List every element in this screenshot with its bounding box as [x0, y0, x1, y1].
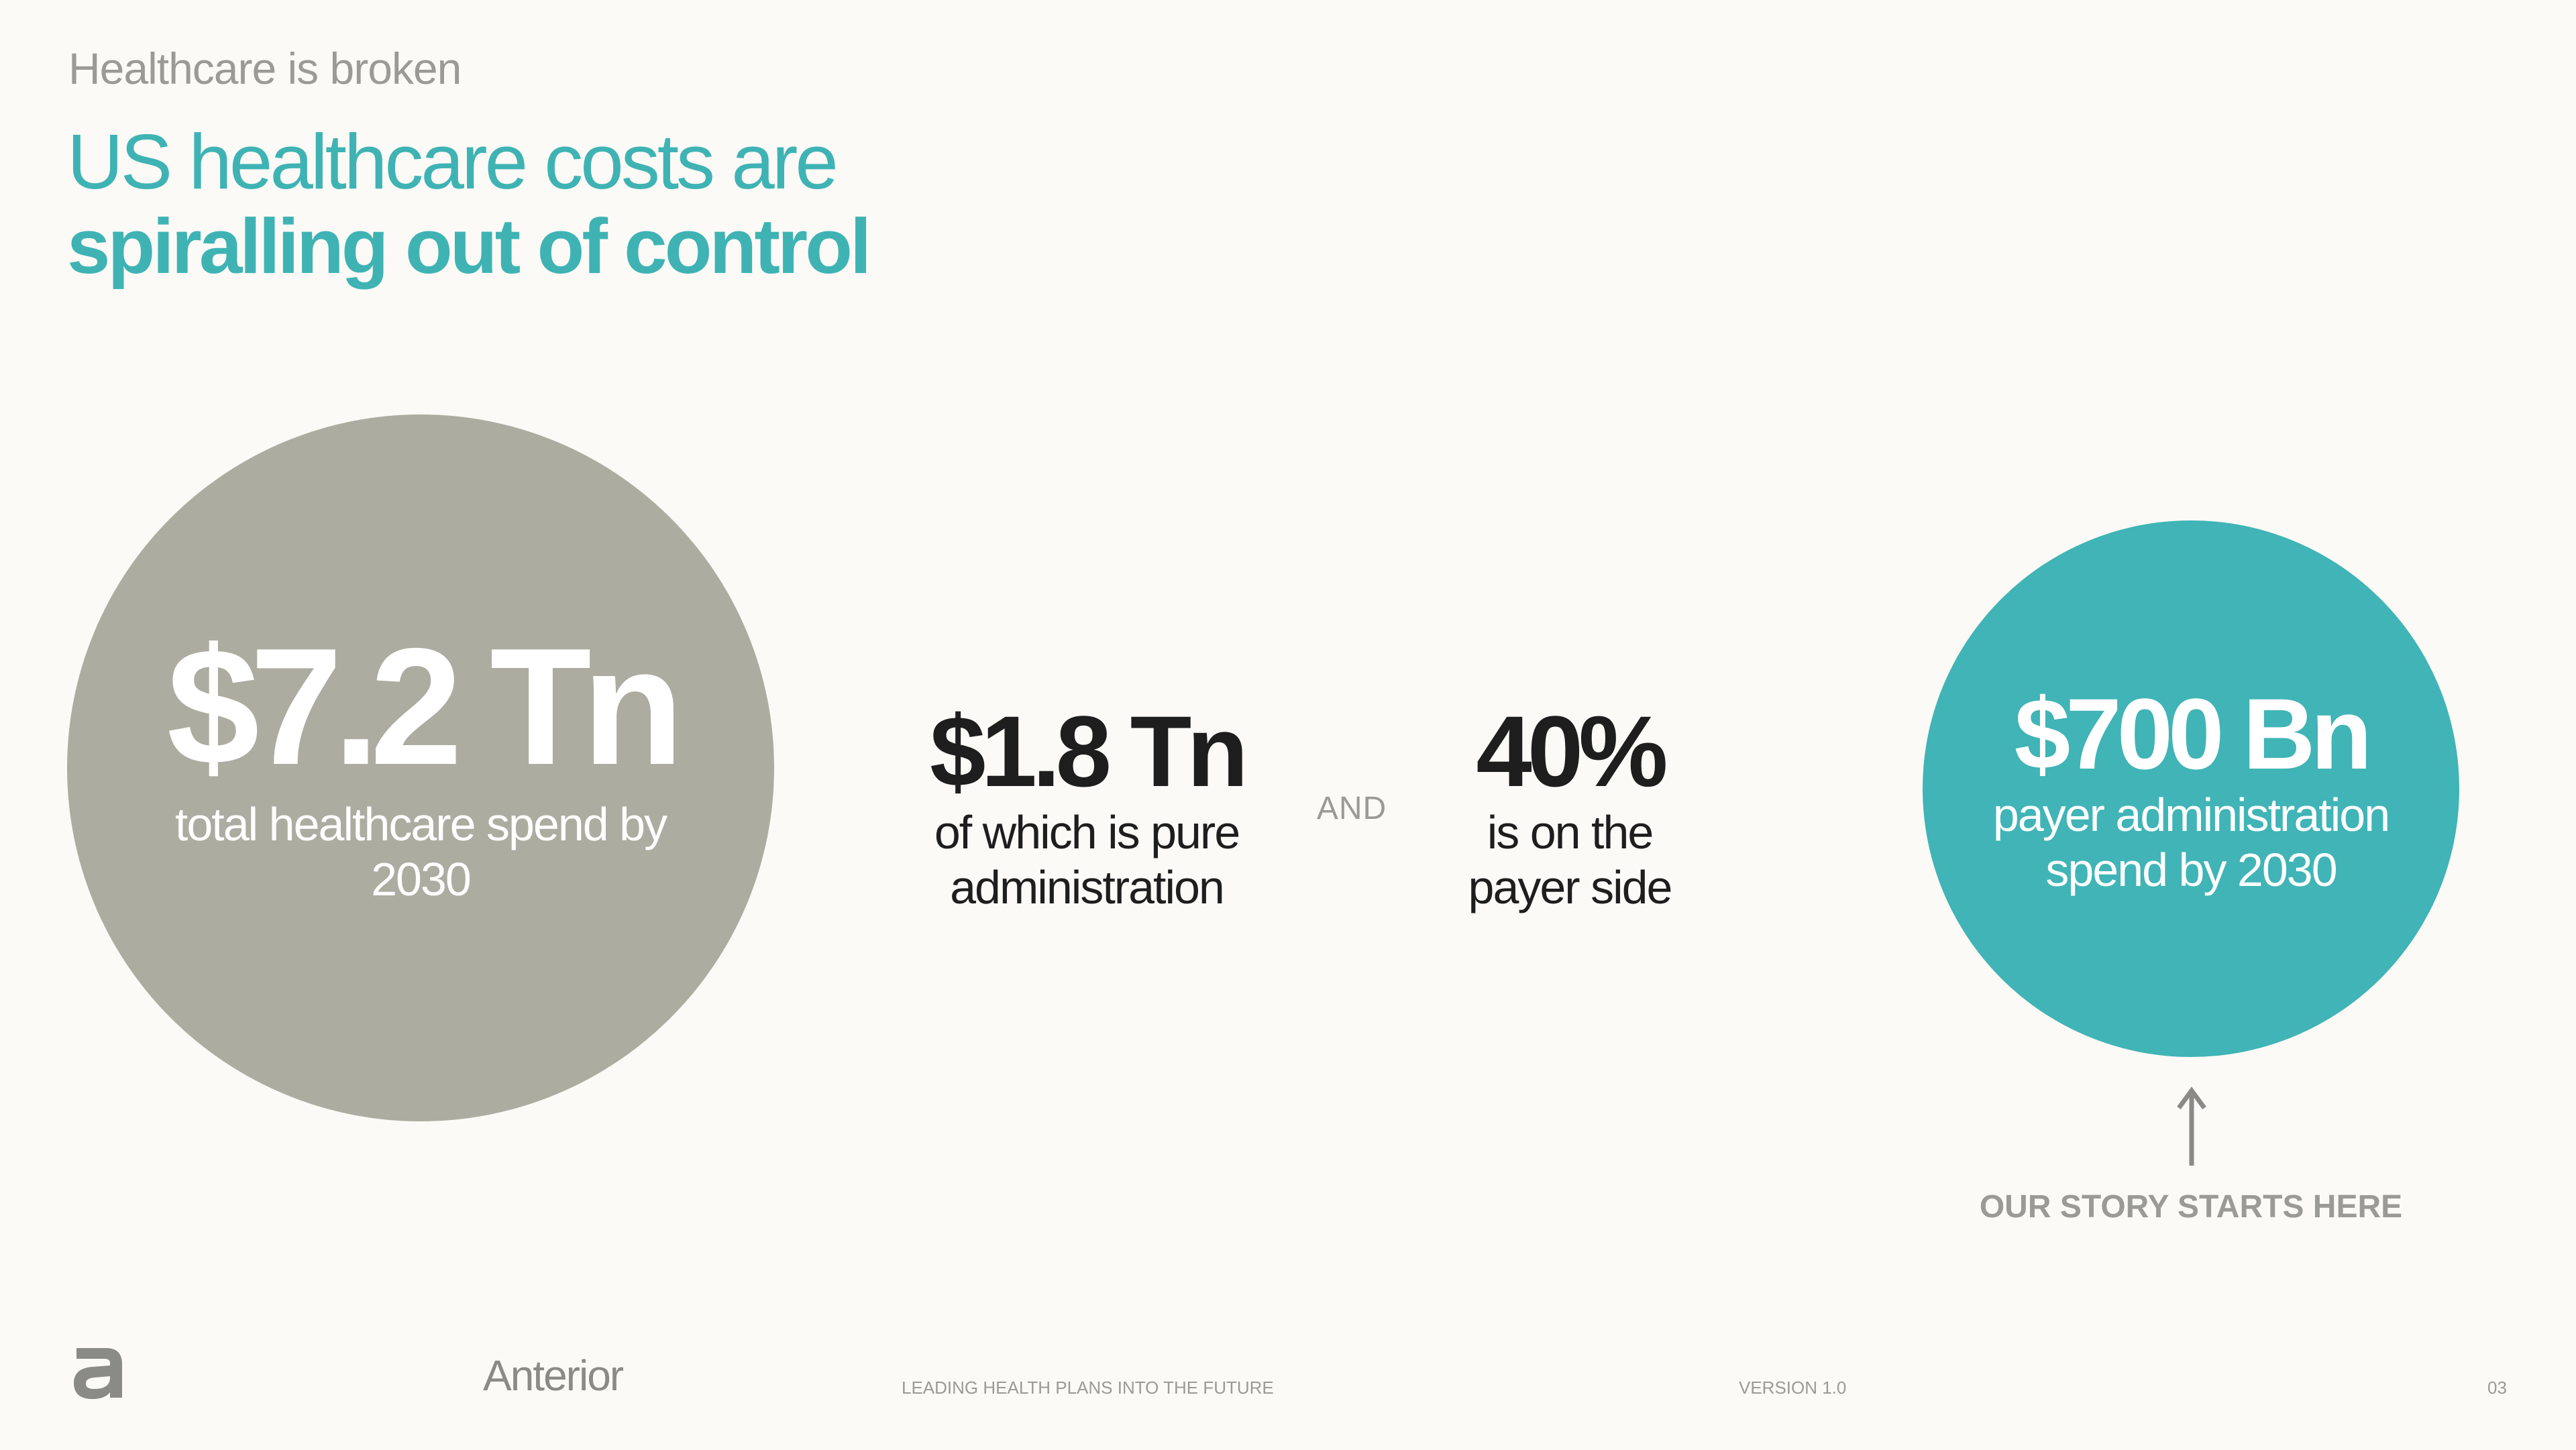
headline-line-1: US healthcare costs are	[67, 118, 839, 205]
admin-spend-stat: $1.8 Tn of which is pure administration	[906, 698, 1268, 915]
slide-headline: US healthcare costs are spiralling out o…	[67, 118, 871, 290]
admin-spend-label: of which is pure administration	[934, 806, 1240, 913]
total-spend-circle: $7.2 Tn total healthcare spend by 2030	[67, 414, 774, 1121]
payer-share-label: is on the payer side	[1468, 806, 1673, 913]
page-number: 03	[2487, 1378, 2507, 1398]
payer-admin-circle: $700 Bn payer administration spend by 20…	[1923, 520, 2459, 1057]
footer-version: VERSION 1.0	[1739, 1378, 1847, 1398]
anterior-logo-icon	[74, 1348, 122, 1399]
and-connector: AND	[1316, 791, 1387, 826]
arrow-up-icon	[2177, 1086, 2206, 1166]
payer-share-stat: 40% is on the payer side	[1429, 698, 1711, 915]
headline-line-2: spiralling out of control	[67, 203, 871, 290]
slide-eyebrow: Healthcare is broken	[68, 44, 462, 93]
footer-brand: Anterior	[483, 1351, 624, 1400]
admin-spend-value: $1.8 Tn	[930, 695, 1248, 807]
total-spend-value: $7.2 Tn	[166, 613, 684, 799]
story-callout-label: OUR STORY STARTS HERE	[1979, 1189, 2403, 1225]
payer-admin-label: payer administration spend by 2030	[1992, 789, 2390, 896]
payer-admin-value: $700 Bn	[2014, 677, 2372, 790]
payer-share-value: 40%	[1476, 695, 1668, 807]
footer-tagline: LEADING HEALTH PLANS INTO THE FUTURE	[902, 1378, 1274, 1398]
total-spend-label: total healthcare spend by 2030	[174, 798, 667, 905]
